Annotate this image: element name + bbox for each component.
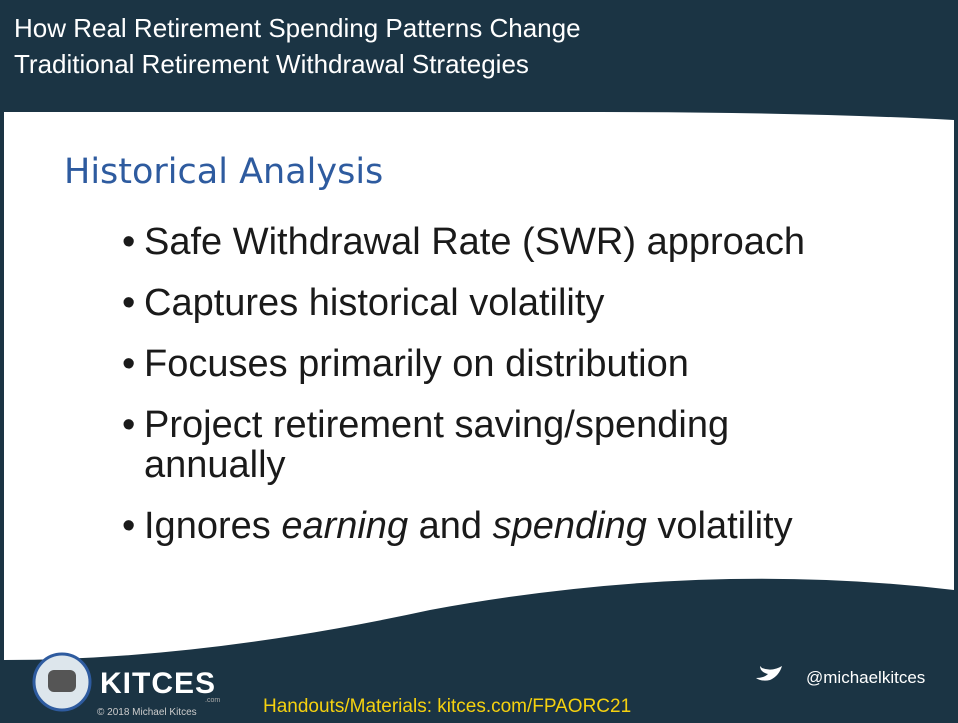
bullet-text: Safe Withdrawal Rate (SWR) approach [144,221,805,263]
header-title: How Real Retirement Spending Patterns Ch… [14,10,581,82]
bullet-text: and [408,505,493,547]
bullet-text: Project retirement saving/spending annua… [144,404,729,486]
bullet: Captures historical volatility [122,283,822,323]
brand-suffix: .com [205,697,220,704]
bullet: Focuses primarily on distribution [122,344,822,384]
header-line: How Real Retirement Spending Patterns Ch… [14,10,581,46]
slide-heading: Historical Analysis [64,152,383,192]
slide: How Real Retirement Spending Patterns Ch… [0,0,958,723]
link[interactable]: Handouts/Materials: kitces.com/FPAORC21 [263,696,631,718]
bullet: Safe Withdrawal Rate (SWR) approach [122,222,822,262]
copyright: © 2018 Michael Kitces [97,707,197,718]
bullet-text: Focuses primarily on distribution [144,343,689,385]
bullet-text: earning [281,505,408,547]
bullet-text: spending [493,505,647,547]
bullet: Ignores earning and spending volatility [122,506,822,546]
bullet: Project retirement saving/spending annua… [122,405,822,485]
header-line: Traditional Retirement Withdrawal Strate… [14,46,581,82]
twitter-handle[interactable]: @michaelkitces [806,668,925,688]
bullet-list: Safe Withdrawal Rate (SWR) approach Captu… [122,222,822,567]
brand: KITCES [100,667,216,701]
bullet-text: volatility [647,505,793,547]
bullet-text: Ignores [144,505,281,547]
bullet-text: Captures historical volatility [144,282,604,324]
